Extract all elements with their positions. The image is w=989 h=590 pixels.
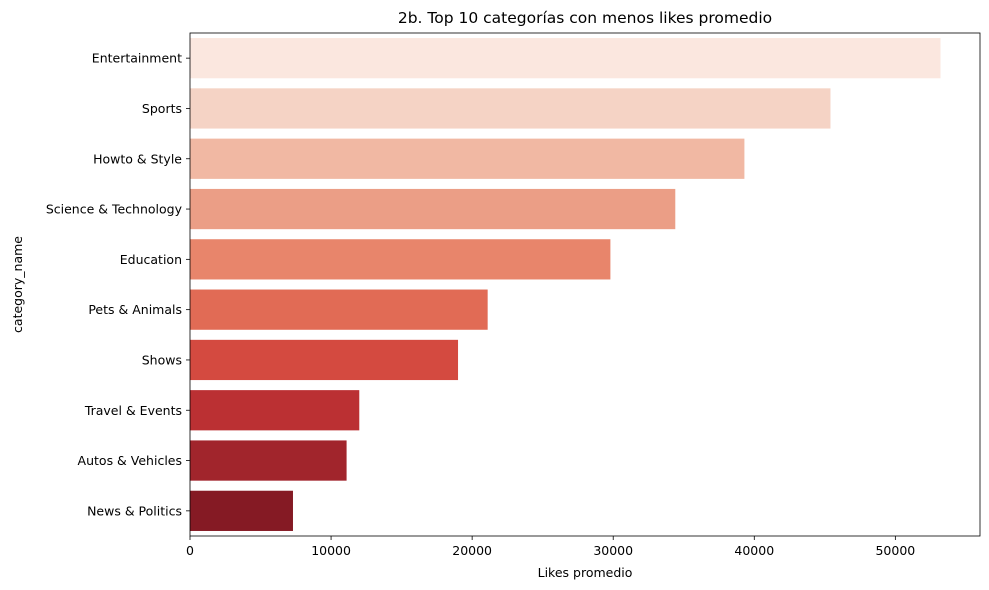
bar-news-politics bbox=[190, 490, 293, 531]
y-tick-label: News & Politics bbox=[87, 503, 182, 518]
chart-title: 2b. Top 10 categorías con menos likes pr… bbox=[398, 9, 772, 27]
x-tick-label: 0 bbox=[186, 543, 194, 558]
x-tick-label: 40000 bbox=[734, 543, 774, 558]
y-axis-label: category_name bbox=[10, 236, 25, 333]
bar-education bbox=[190, 239, 611, 280]
bar-science-technology bbox=[190, 188, 676, 230]
bar-entertainment bbox=[190, 38, 941, 79]
y-tick-label: Shows bbox=[142, 352, 182, 367]
y-tick-label: Education bbox=[120, 252, 182, 267]
y-tick-label: Entertainment bbox=[92, 51, 182, 66]
x-tick-label: 10000 bbox=[311, 543, 351, 558]
bar-travel-events bbox=[190, 390, 360, 431]
bar-group bbox=[190, 38, 941, 531]
bar-howto-style bbox=[190, 138, 745, 179]
bar-autos-vehicles bbox=[190, 440, 347, 481]
bar-sports bbox=[190, 88, 831, 129]
plot-frame bbox=[189, 32, 981, 537]
y-axis-ticks: Entertainment Sports Howto & Style Science … bbox=[46, 51, 190, 518]
y-tick-label: Science & Technology bbox=[46, 202, 183, 217]
y-tick-label: Sports bbox=[142, 101, 182, 116]
y-tick-label: Pets & Animals bbox=[88, 302, 182, 317]
y-tick-label: Howto & Style bbox=[93, 151, 182, 166]
bar-pets-animals bbox=[190, 289, 488, 330]
bar-shows bbox=[190, 339, 459, 381]
x-axis-ticks: 0 10000 20000 30000 40000 50000 bbox=[186, 536, 915, 558]
x-tick-label: 20000 bbox=[452, 543, 492, 558]
y-tick-label: Autos & Vehicles bbox=[78, 453, 182, 468]
x-tick-label: 30000 bbox=[593, 543, 633, 558]
x-tick-label: 50000 bbox=[875, 543, 915, 558]
x-axis-label: Likes promedio bbox=[538, 565, 633, 580]
y-tick-label: Travel & Events bbox=[84, 403, 182, 418]
